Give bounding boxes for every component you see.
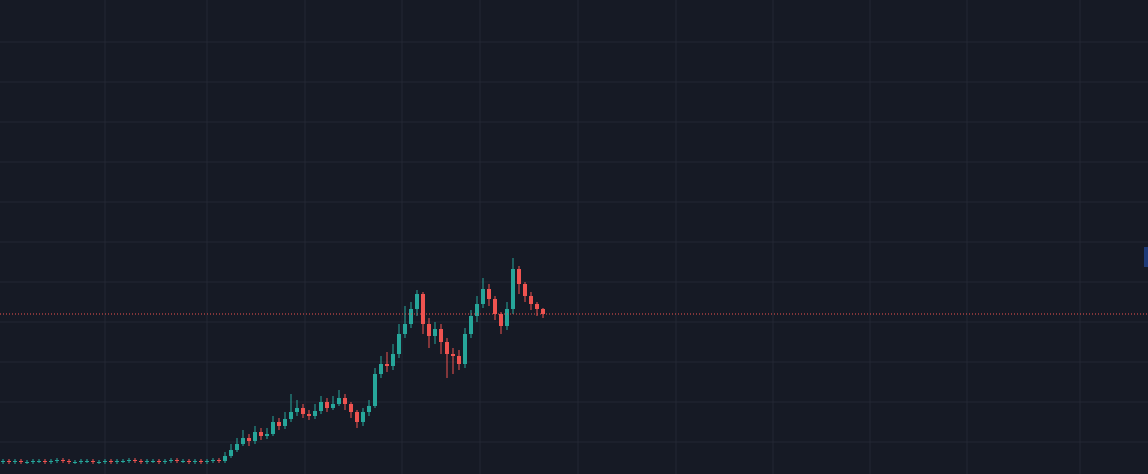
candle-body — [523, 284, 527, 296]
candle-body — [205, 461, 209, 462]
candle-body — [91, 461, 95, 462]
candle-body — [277, 422, 281, 426]
candle-body — [43, 461, 47, 462]
candle-body — [79, 461, 83, 462]
candle-body — [259, 432, 263, 436]
candle-body — [493, 299, 497, 314]
candle-body — [109, 461, 113, 462]
candle-body — [175, 460, 179, 461]
candle-body — [25, 462, 29, 463]
candle-body — [223, 456, 227, 461]
candle-body — [49, 461, 53, 462]
candle-body — [331, 404, 335, 408]
candle-body — [307, 414, 311, 416]
candle-body — [475, 304, 479, 316]
price-marker — [1144, 247, 1148, 267]
candle-body — [409, 309, 413, 324]
candle-body — [343, 398, 347, 404]
candle-body — [427, 324, 431, 336]
candle-body — [283, 419, 287, 426]
candle-body — [517, 269, 521, 284]
candle-body — [241, 438, 245, 444]
candle-body — [445, 342, 449, 354]
candle-body — [421, 294, 425, 324]
candle-body — [151, 461, 155, 462]
candle-body — [145, 461, 149, 462]
candle-body — [373, 374, 377, 406]
candle-body — [439, 329, 443, 342]
candle-body — [469, 316, 473, 334]
candle-body — [235, 444, 239, 450]
candle-body — [325, 402, 329, 408]
candle-body — [73, 462, 77, 463]
candle-body — [37, 461, 41, 462]
candle-body — [211, 460, 215, 461]
candle-body — [127, 460, 131, 461]
candle-body — [301, 408, 305, 414]
candle-body — [385, 364, 389, 366]
candle-body — [487, 289, 491, 299]
candle-body — [379, 364, 383, 374]
candle-body — [181, 461, 185, 462]
candle-body — [295, 408, 299, 412]
candle-body — [415, 294, 419, 309]
candle-body — [13, 461, 17, 462]
candle-body — [433, 329, 437, 336]
candle-body — [163, 461, 167, 462]
candle-body — [541, 309, 545, 314]
candle-body — [319, 402, 323, 411]
candle-body — [271, 422, 275, 434]
candle-body — [85, 461, 89, 462]
candle-body — [505, 309, 509, 326]
candle-body — [265, 434, 269, 436]
candle-body — [457, 356, 461, 364]
candle-body — [61, 460, 65, 461]
candle-body — [103, 461, 107, 462]
candles — [0, 258, 1148, 464]
candle-body — [97, 462, 101, 463]
candle-body — [67, 461, 71, 462]
candle-body — [229, 450, 233, 456]
candle-body — [121, 461, 125, 462]
candle-body — [139, 461, 143, 462]
candle-body — [289, 412, 293, 419]
candle-body — [529, 296, 533, 304]
candle-body — [157, 461, 161, 462]
candle-body — [253, 432, 257, 441]
candle-body — [19, 461, 23, 462]
candle-body — [511, 269, 515, 309]
candle-body — [169, 460, 173, 461]
candle-body — [7, 461, 11, 462]
candle-body — [391, 354, 395, 366]
candle-body — [355, 412, 359, 422]
candle-body — [187, 461, 191, 462]
candle-body — [361, 412, 365, 422]
candle-body — [451, 354, 455, 356]
candle-body — [403, 324, 407, 334]
candle-body — [367, 406, 371, 412]
candle-body — [499, 314, 503, 326]
candle-body — [193, 461, 197, 462]
candle-body — [349, 404, 353, 412]
candle-body — [55, 460, 59, 461]
candle-body — [313, 411, 317, 416]
candle-body — [535, 304, 539, 309]
candle-body — [133, 460, 137, 461]
candle-body — [247, 438, 251, 441]
candle-body — [337, 398, 341, 404]
candle-body — [199, 461, 203, 462]
candle-body — [31, 461, 35, 462]
candle-body — [217, 460, 221, 461]
candle-body — [1, 461, 5, 462]
candle-body — [115, 461, 119, 462]
candle-body — [397, 334, 401, 354]
candle-body — [463, 334, 467, 364]
candle-body — [481, 289, 485, 304]
